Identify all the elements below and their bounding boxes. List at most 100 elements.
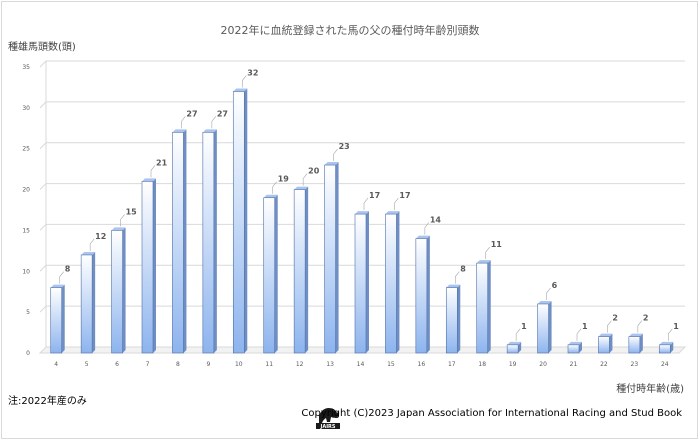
data-label: 21 — [156, 158, 168, 167]
data-label: 8 — [65, 265, 71, 274]
data-label-leader — [333, 148, 338, 162]
bar-side — [92, 251, 96, 353]
x-tick-label: 23 — [631, 361, 639, 368]
bar-front — [506, 344, 519, 354]
data-label: 14 — [430, 216, 442, 225]
bar-top — [172, 129, 187, 133]
bar-side — [548, 300, 552, 353]
data-label: 6 — [552, 281, 558, 290]
bar-front — [354, 213, 367, 354]
data-label-leader — [241, 75, 247, 88]
data-label: 17 — [399, 191, 410, 200]
bar — [476, 260, 491, 354]
bar-top — [233, 88, 248, 92]
bar-front — [537, 303, 549, 354]
bar-top — [355, 211, 369, 215]
bar-side — [244, 88, 248, 353]
data-label-leader — [576, 328, 582, 341]
x-tick-label: 5 — [85, 361, 89, 368]
bar-top — [507, 341, 522, 345]
bar-front — [324, 164, 336, 354]
bar-top — [202, 129, 217, 133]
data-label-leader — [120, 214, 125, 227]
bar — [263, 194, 278, 354]
y-tick-label: 20 — [22, 187, 30, 194]
data-label: 1 — [521, 322, 527, 331]
x-tick-label: 17 — [448, 361, 456, 368]
bar-side — [61, 284, 65, 353]
y-tick-label: 25 — [22, 146, 30, 153]
data-label: 32 — [247, 69, 258, 78]
y-tick-label: 10 — [22, 268, 30, 275]
data-label: 11 — [491, 240, 503, 249]
bar-side — [457, 284, 461, 353]
data-label: 27 — [217, 109, 228, 118]
bar — [354, 211, 369, 354]
x-tick-label: 15 — [387, 361, 395, 368]
bar-front — [445, 287, 458, 354]
gridline — [39, 183, 685, 190]
bar-side — [122, 227, 126, 353]
bar — [385, 211, 400, 354]
data-label-leader — [637, 320, 643, 333]
y-tick-label: 15 — [22, 227, 30, 234]
bar-top — [50, 284, 65, 288]
bar-top — [142, 178, 156, 182]
bar — [293, 186, 309, 354]
bar-side — [274, 194, 278, 353]
bar — [628, 333, 643, 354]
bar — [111, 227, 126, 354]
x-tick-label: 24 — [661, 361, 669, 368]
copyright-text: Copyright (C)2023 Japan Association for … — [301, 408, 682, 419]
bar-front — [172, 132, 184, 354]
bar-side — [335, 162, 339, 353]
bar-top — [568, 341, 582, 345]
bar — [658, 341, 674, 354]
data-label: 27 — [186, 109, 197, 118]
data-label-leader — [363, 197, 369, 211]
bar-front — [111, 230, 123, 354]
x-tick-label: 13 — [326, 361, 334, 368]
bar-front — [598, 336, 610, 354]
bar-side — [487, 260, 491, 353]
data-label-leader — [454, 271, 460, 284]
x-tick-label: 8 — [176, 361, 180, 368]
data-label-leader — [211, 116, 217, 129]
data-label-leader — [607, 320, 612, 333]
x-tick-label: 9 — [206, 361, 210, 368]
x-tick-label: 20 — [539, 361, 547, 368]
data-label: 17 — [369, 191, 380, 200]
bar — [172, 129, 187, 354]
x-tick-label: 21 — [570, 361, 578, 368]
data-label-leader — [272, 181, 277, 194]
bar-side — [213, 129, 217, 353]
bar-top — [537, 300, 552, 304]
bar-front — [80, 254, 93, 354]
data-label: 2 — [612, 314, 618, 323]
bar-front — [415, 238, 428, 354]
data-label-leader — [59, 271, 64, 284]
data-label: 1 — [673, 322, 679, 331]
data-label-leader — [485, 246, 490, 260]
bar-front — [202, 132, 215, 354]
bar — [537, 300, 552, 354]
bar — [202, 129, 217, 354]
x-tick-label: 10 — [235, 361, 243, 368]
bar-top — [659, 341, 674, 345]
y-tick-label: 0 — [26, 350, 30, 357]
x-tick-label: 7 — [146, 361, 150, 368]
jairs-logo: JAIRS — [316, 408, 340, 430]
x-tick-label: 4 — [54, 361, 58, 368]
bar-top — [385, 211, 400, 215]
data-label: 1 — [582, 322, 588, 331]
data-label-leader — [150, 165, 156, 178]
x-tick-label: 18 — [478, 361, 486, 368]
bar-side — [396, 211, 400, 353]
chart-title: 2022年に血統登録された馬の父の種付時年齢別頭数 — [220, 24, 480, 37]
data-label-leader — [667, 328, 673, 341]
data-label: 19 — [278, 175, 290, 184]
x-tick-label: 16 — [418, 361, 426, 368]
bar-front — [385, 213, 397, 354]
bar — [232, 88, 248, 354]
